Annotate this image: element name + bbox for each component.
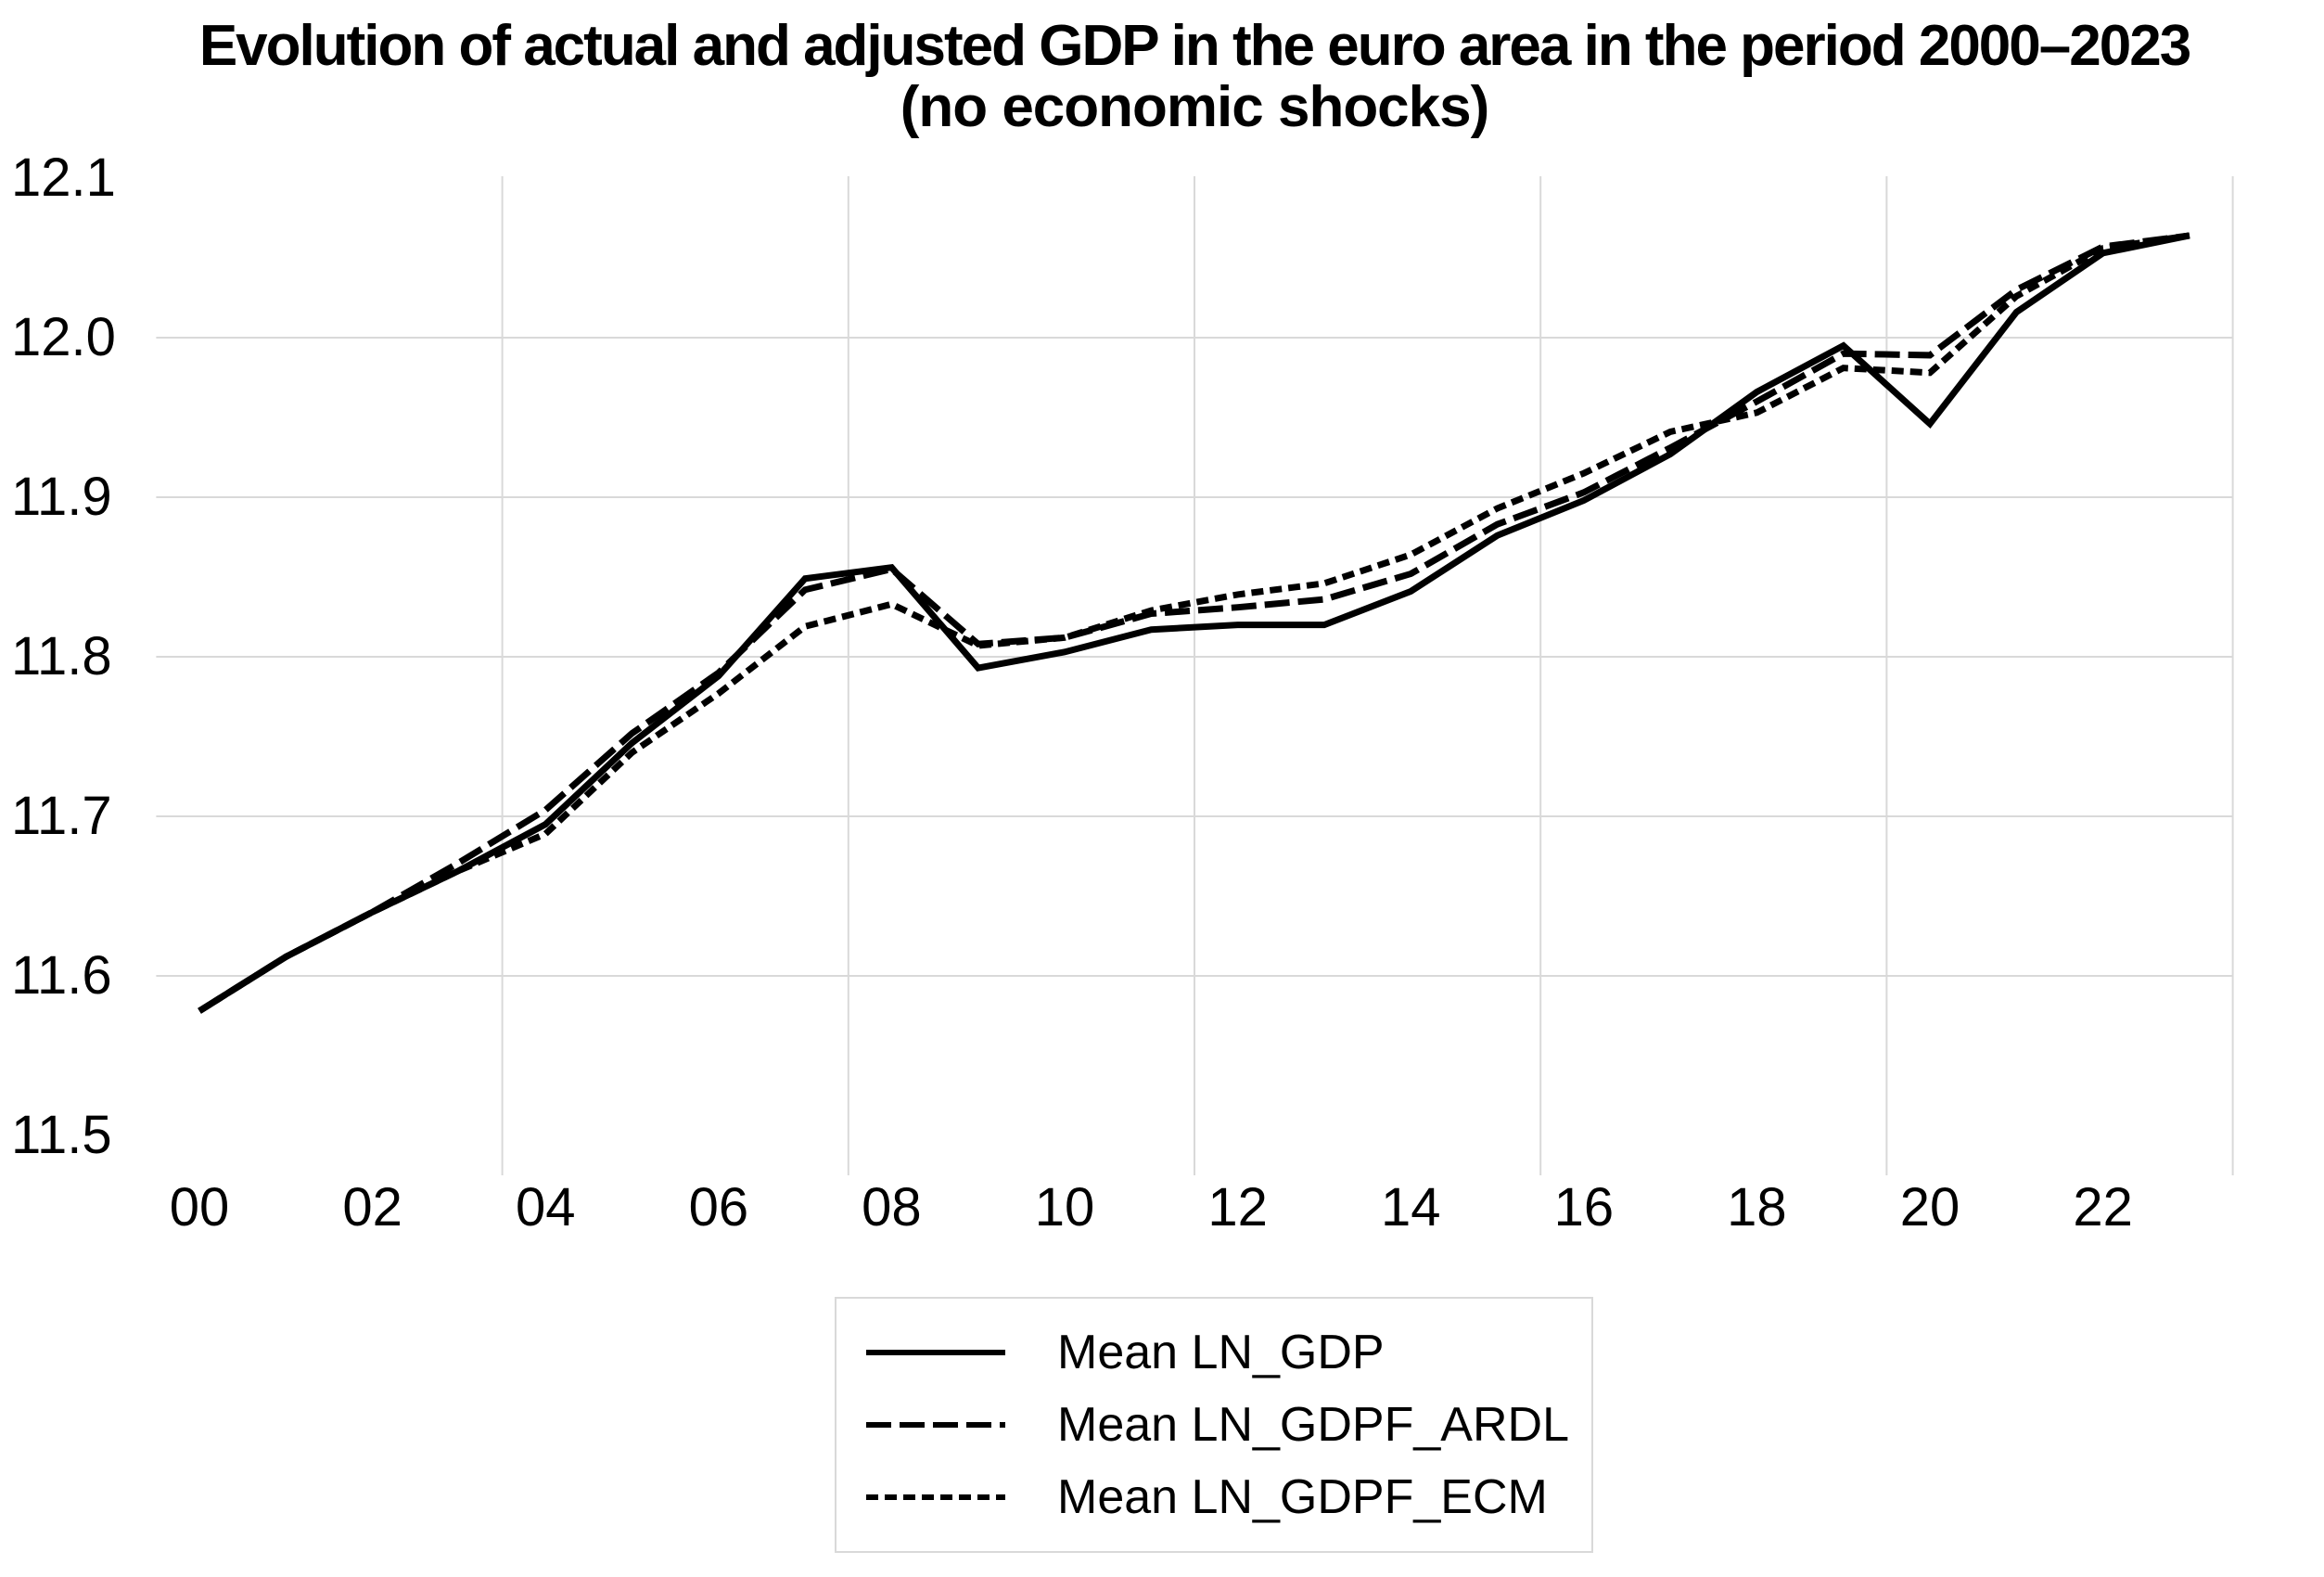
y-axis-tick-label: 11.8 [11, 626, 112, 686]
chart-subtitle: (no economic shocks) [900, 75, 1490, 139]
y-axis-tick-label: 11.7 [11, 786, 112, 846]
x-axis-tick-label: 08 [862, 1177, 922, 1237]
x-axis-tick-label: 06 [688, 1177, 749, 1237]
series-line-mean-ln-gdp [198, 232, 2190, 1014]
legend-item: Mean LN_GDPF_ARDL [836, 1397, 1591, 1453]
y-axis-tick-label: 11.6 [11, 945, 112, 1006]
legend-line-sample-solid [866, 1350, 1005, 1355]
x-axis-tick-label: 20 [1899, 1177, 1960, 1237]
legend-label: Mean LN_GDP [1057, 1326, 1385, 1379]
x-axis-tick-label: 14 [1380, 1177, 1441, 1237]
y-axis-tick-label: 12.0 [11, 307, 116, 367]
legend-item: Mean LN_GDP [836, 1325, 1591, 1380]
x-axis-tick-label: 18 [1727, 1177, 1787, 1237]
x-axis-tick-label: 04 [515, 1177, 576, 1237]
y-axis-tick-label: 11.9 [11, 467, 112, 527]
legend-label: Mean LN_GDPF_ECM [1057, 1470, 1548, 1524]
y-axis-tick-label: 12.1 [11, 147, 116, 208]
x-axis-tick-label: 10 [1034, 1177, 1095, 1237]
legend-line-sample-long-dash [866, 1422, 1005, 1428]
legend-item: Mean LN_GDPF_ECM [836, 1469, 1591, 1525]
series-line-mean-ln-gdpf-ecm [198, 232, 2190, 1014]
legend-line-sample-short-dash [866, 1494, 1005, 1500]
legend-box: Mean LN_GDP Mean LN_GDPF_ARDL Mean LN_GDPF… [835, 1297, 1593, 1553]
chart-title: Evolution of actual and adjusted GDP in … [198, 14, 2191, 78]
x-axis-tick-label: 00 [169, 1177, 230, 1237]
legend-label: Mean LN_GDPF_ARDL [1057, 1398, 1569, 1452]
x-axis-tick-label: 22 [2073, 1177, 2133, 1237]
series-line-mean-ln-gdpf-ardl [198, 232, 2190, 1014]
y-axis-tick-label: 11.5 [11, 1105, 112, 1165]
x-axis-tick-label: 12 [1207, 1177, 1268, 1237]
x-axis-tick-label: 02 [342, 1177, 402, 1237]
x-axis-tick-label: 16 [1553, 1177, 1615, 1237]
